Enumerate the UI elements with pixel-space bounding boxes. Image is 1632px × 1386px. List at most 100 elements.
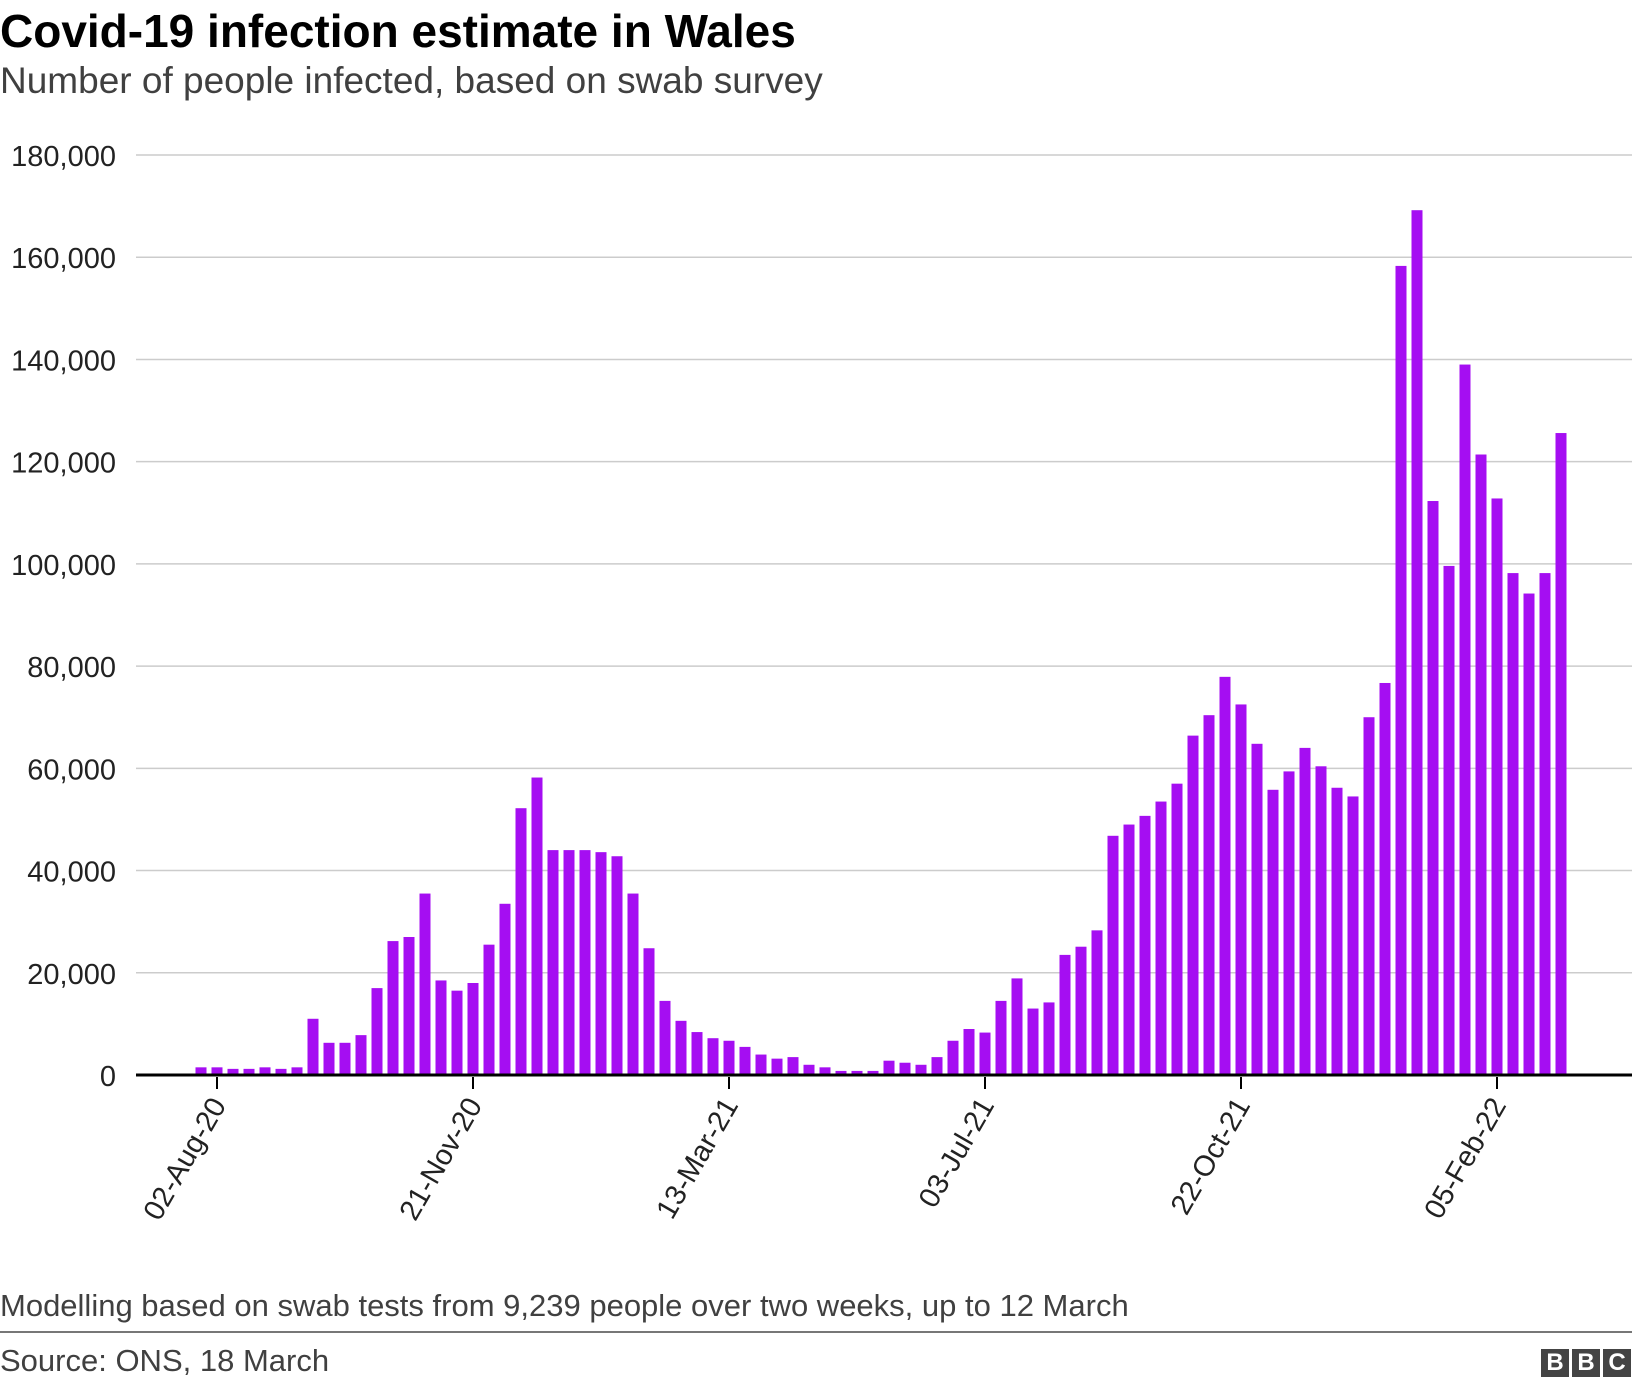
bar xyxy=(1075,946,1087,1075)
y-tick-label: 80,000 xyxy=(27,652,116,684)
bar xyxy=(1251,743,1263,1075)
y-axis-tick-labels: 0 20,000 40,000 60,000 80,000 100,000 120,000 1… xyxy=(11,141,116,1093)
grid-lines xyxy=(136,154,1632,974)
bar xyxy=(387,941,399,1075)
bar xyxy=(211,1067,223,1075)
bar xyxy=(771,1058,783,1075)
bar xyxy=(339,1042,351,1075)
bar xyxy=(787,1057,799,1075)
y-tick-label: 140,000 xyxy=(11,345,116,377)
bar xyxy=(819,1067,831,1075)
bar xyxy=(195,1067,207,1075)
bar xyxy=(1155,801,1167,1075)
bar xyxy=(1219,676,1231,1075)
bar xyxy=(851,1070,863,1075)
x-tick-label: 02-Aug-20 xyxy=(138,1093,233,1226)
bbc-logo: B B C xyxy=(1541,1349,1631,1377)
bar xyxy=(739,1046,751,1075)
chart-note: Modelling based on swab tests from 9,239… xyxy=(0,1288,1129,1323)
bar xyxy=(579,850,591,1075)
bar xyxy=(1043,1002,1055,1075)
bar xyxy=(1011,978,1023,1075)
bar xyxy=(483,944,495,1075)
bar xyxy=(611,856,623,1075)
bar xyxy=(915,1064,927,1075)
bar xyxy=(1139,815,1151,1075)
bar xyxy=(1379,682,1391,1075)
bar xyxy=(1107,835,1119,1075)
y-tick-label: 20,000 xyxy=(27,959,116,991)
bar xyxy=(1171,783,1183,1075)
bar xyxy=(419,893,431,1075)
bar xyxy=(931,1057,943,1075)
x-tick-label: 21-Nov-20 xyxy=(394,1093,489,1226)
bar xyxy=(1315,766,1327,1075)
chart-subtitle: Number of people infected, based on swab… xyxy=(0,60,823,101)
bar xyxy=(243,1068,255,1075)
bar xyxy=(803,1064,815,1075)
bar xyxy=(1363,717,1375,1075)
bar-chart: 0 20,000 40,000 60,000 80,000 100,000 120,000 1… xyxy=(11,141,1632,1226)
bar xyxy=(755,1054,767,1075)
bar xyxy=(1539,573,1551,1075)
bar xyxy=(675,1020,687,1075)
bar xyxy=(371,988,383,1075)
bar xyxy=(1443,565,1455,1075)
bar xyxy=(963,1029,975,1075)
bar xyxy=(867,1070,879,1075)
bbc-logo-letter: B xyxy=(1572,1349,1600,1377)
bar xyxy=(499,903,511,1075)
bar xyxy=(627,893,639,1075)
bar xyxy=(899,1062,911,1075)
y-tick-label: 180,000 xyxy=(11,141,116,173)
bar xyxy=(1347,796,1359,1075)
bar xyxy=(355,1035,367,1075)
bar xyxy=(883,1060,895,1075)
bar xyxy=(1411,210,1423,1075)
x-tick-label: 22-Oct-21 xyxy=(1165,1093,1257,1221)
x-tick-label: 05-Feb-22 xyxy=(1418,1093,1513,1225)
y-tick-label: 160,000 xyxy=(11,243,116,275)
bar xyxy=(227,1068,239,1075)
bar xyxy=(1203,715,1215,1075)
bar xyxy=(1235,704,1247,1075)
bar xyxy=(1523,593,1535,1075)
chart-title: Covid-19 infection estimate in Wales xyxy=(0,5,796,57)
bar xyxy=(1475,454,1487,1075)
x-tick-label: 03-Jul-21 xyxy=(913,1093,1001,1214)
bar xyxy=(1123,824,1135,1075)
bar xyxy=(467,983,479,1075)
bar xyxy=(1059,954,1071,1075)
y-tick-label: 40,000 xyxy=(27,857,116,889)
y-tick-label: 120,000 xyxy=(11,448,116,480)
bar xyxy=(1427,501,1439,1075)
bar xyxy=(1299,747,1311,1075)
bar xyxy=(275,1068,287,1075)
bar xyxy=(291,1067,303,1075)
bbc-logo-letter: B xyxy=(1541,1349,1569,1377)
footer-divider xyxy=(0,1331,1632,1333)
bar xyxy=(563,850,575,1075)
x-axis-tick-labels: 02-Aug-20 21-Nov-20 13-Mar-21 03-Jul-21 22-O… xyxy=(138,1077,1513,1226)
bar xyxy=(1395,265,1407,1075)
bar xyxy=(403,937,415,1075)
bar xyxy=(1331,787,1343,1075)
bar xyxy=(947,1040,959,1075)
bar xyxy=(1091,930,1103,1075)
bar xyxy=(1187,735,1199,1075)
bar xyxy=(259,1067,271,1075)
bar xyxy=(451,990,463,1075)
bar xyxy=(1459,364,1471,1075)
bar xyxy=(691,1032,703,1075)
source-label: Source: ONS, 18 March xyxy=(0,1343,330,1378)
bar xyxy=(643,948,655,1075)
bar xyxy=(547,850,559,1075)
y-tick-label: 0 xyxy=(100,1061,116,1093)
bars xyxy=(195,210,1567,1075)
bar xyxy=(979,1032,991,1075)
bar xyxy=(1507,573,1519,1075)
bar xyxy=(707,1038,719,1075)
bar xyxy=(307,1018,319,1075)
bbc-logo-letter: C xyxy=(1603,1349,1631,1377)
x-tick-label: 13-Mar-21 xyxy=(650,1093,745,1225)
